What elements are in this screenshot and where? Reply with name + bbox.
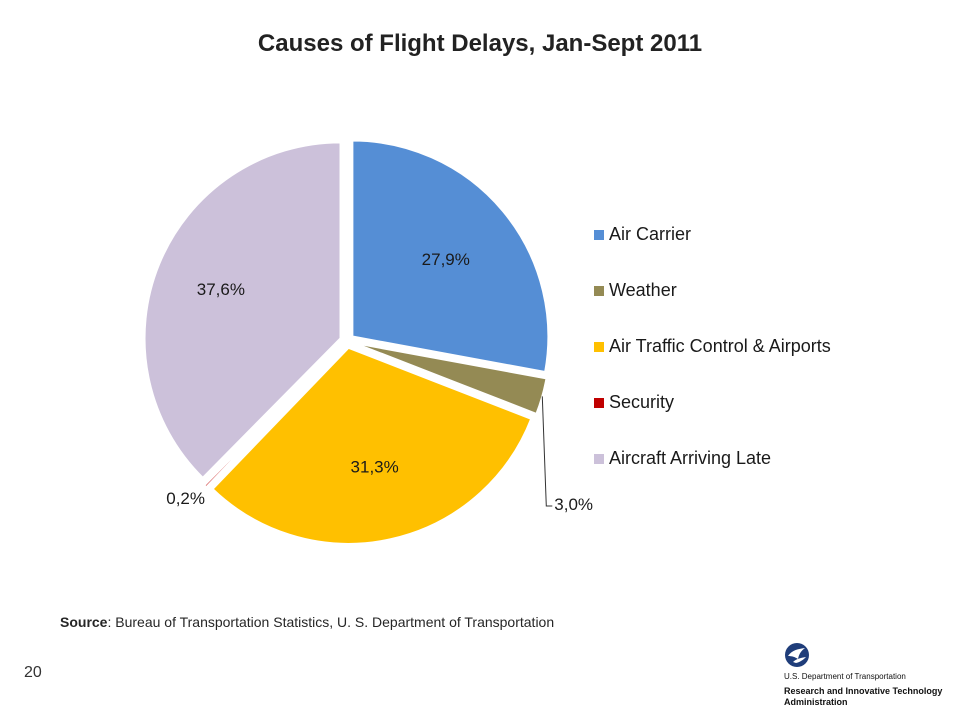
slide-number: 20 — [24, 664, 42, 681]
legend-label: Security — [609, 392, 675, 412]
legend-label: Aircraft Arriving Late — [609, 448, 772, 468]
dot-eagle-icon — [785, 643, 809, 667]
source-text: : Bureau of Transportation Statistics, U… — [107, 614, 555, 630]
dot-logo: U.S. Department of Transportation Resear… — [780, 638, 950, 714]
legend-swatch — [594, 230, 604, 240]
legend-label: Air Carrier — [609, 224, 692, 244]
source-note: Source: Bureau of Transportation Statist… — [60, 614, 554, 630]
legend-swatch — [594, 342, 604, 352]
legend-label: Weather — [609, 280, 677, 300]
data-label-aircraft-arriving-late: 37,6% — [197, 280, 245, 299]
legend-swatch — [594, 398, 604, 408]
pie-slice-air-carrier — [351, 139, 550, 374]
data-label-weather: 3,0% — [554, 495, 593, 514]
data-label-air-carrier: 27,9% — [422, 250, 470, 269]
logo-line1: U.S. Department of Transportation — [784, 672, 906, 681]
logo-line2: Research and Innovative Technology Admin… — [784, 686, 943, 707]
pie-slice-security — [202, 345, 343, 489]
legend-swatch — [594, 286, 604, 296]
pie-slice-air-traffic-control-and-airports — [211, 346, 533, 545]
leader-line-weather — [541, 396, 553, 507]
chart-title: Causes of Flight Delays, Jan-Sept 2011 — [257, 30, 703, 57]
pie-slice-aircraft-arriving-late — [143, 141, 342, 480]
legend-label: Air Traffic Control & Airports — [609, 336, 831, 356]
data-label-air-traffic-control-and-airports: 31,3% — [351, 458, 399, 477]
source-prefix: Source — [60, 614, 108, 630]
legend-swatch — [594, 454, 604, 464]
data-label-security: 0,2% — [166, 489, 205, 508]
